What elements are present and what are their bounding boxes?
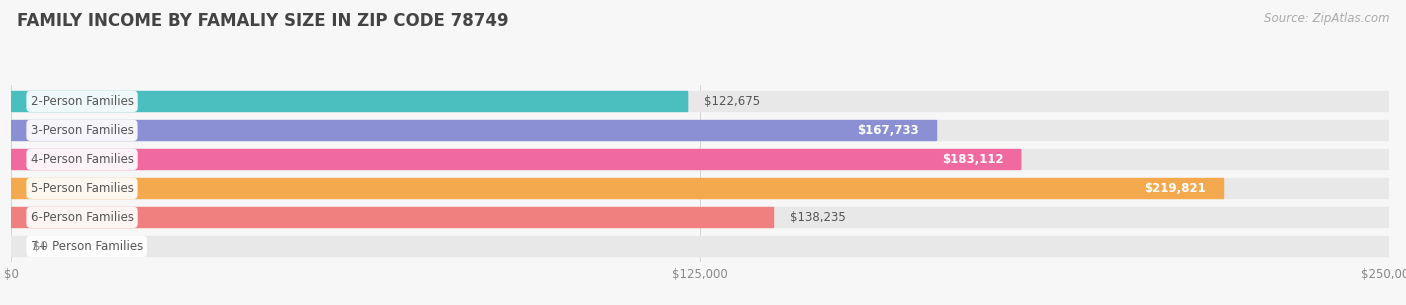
Bar (11, 120, 1389, 140)
Text: $167,733: $167,733 (858, 124, 920, 137)
Text: 2-Person Families: 2-Person Families (31, 95, 134, 108)
Bar (11, 149, 1021, 169)
Bar (11, 92, 688, 111)
Bar (11, 236, 1389, 256)
Text: $0: $0 (34, 240, 48, 253)
Text: Source: ZipAtlas.com: Source: ZipAtlas.com (1264, 12, 1389, 25)
Bar (11, 207, 1389, 227)
Text: 7+ Person Families: 7+ Person Families (31, 240, 143, 253)
Text: 6-Person Families: 6-Person Families (31, 211, 134, 224)
Text: FAMILY INCOME BY FAMALIY SIZE IN ZIP CODE 78749: FAMILY INCOME BY FAMALIY SIZE IN ZIP COD… (17, 12, 509, 30)
Text: $122,675: $122,675 (704, 95, 761, 108)
Text: 3-Person Families: 3-Person Families (31, 124, 134, 137)
Text: $183,112: $183,112 (942, 153, 1004, 166)
Bar (11, 120, 936, 140)
Bar (11, 207, 773, 227)
Bar (11, 178, 1389, 198)
Text: 4-Person Families: 4-Person Families (31, 153, 134, 166)
Bar (11, 178, 1223, 198)
Bar (11, 92, 1389, 111)
Text: $219,821: $219,821 (1144, 182, 1206, 195)
Text: $138,235: $138,235 (790, 211, 845, 224)
Text: 5-Person Families: 5-Person Families (31, 182, 134, 195)
Bar (11, 149, 1389, 169)
